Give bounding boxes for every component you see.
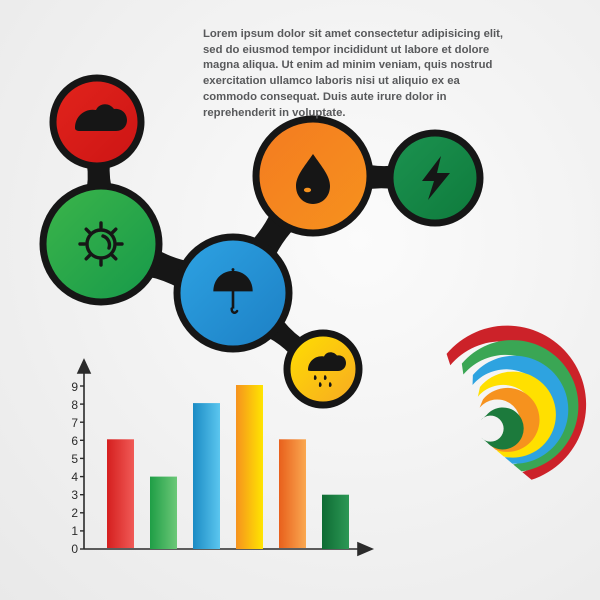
svg-text:2: 2 [71, 506, 78, 520]
svg-text:7: 7 [71, 416, 78, 430]
svg-text:1: 1 [71, 524, 78, 538]
svg-text:0: 0 [71, 542, 78, 556]
svg-text:8: 8 [71, 398, 78, 412]
svg-text:3: 3 [71, 488, 78, 502]
svg-text:5: 5 [71, 452, 78, 466]
svg-text:6: 6 [71, 434, 78, 448]
svg-text:9: 9 [71, 380, 78, 394]
svg-text:4: 4 [71, 470, 78, 484]
